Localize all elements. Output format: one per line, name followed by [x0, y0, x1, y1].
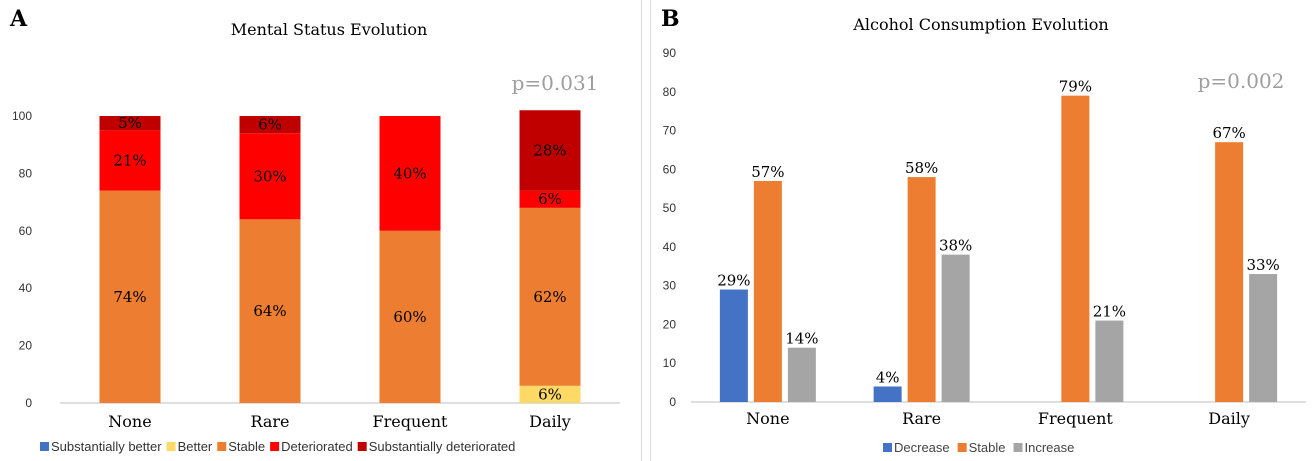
bar-segment [99, 190, 161, 403]
p-value-annotation: p=0.031 [512, 71, 599, 95]
data-label: 5% [118, 114, 142, 132]
panel-a-letter: A [10, 6, 28, 32]
legend-swatch [270, 442, 280, 451]
legend-label: Increase [1025, 440, 1075, 455]
x-category-label: Rare [902, 409, 941, 428]
legend-swatch [883, 443, 892, 452]
x-category-label: None [746, 409, 789, 428]
data-label: 58% [905, 159, 938, 177]
panel-b-letter: B [661, 6, 680, 32]
panel-b: B Alcohol Consumption Evolution p=0.002 0 1… [650, 0, 1312, 461]
data-label: 33% [1246, 256, 1279, 274]
y-tick-label: 100 [12, 109, 32, 123]
bar-segment [99, 116, 161, 131]
data-label: 6% [538, 190, 562, 208]
y-tick-label: 20 [19, 339, 33, 353]
x-category-label: Frequent [1038, 409, 1114, 428]
data-label: 21% [113, 151, 146, 169]
panel-a: A Mental Status Evolution p=0.031 0 20 40 60 8… [0, 0, 642, 461]
bar [873, 386, 902, 402]
y-tick-label: 60 [19, 224, 33, 238]
bar-segment [519, 110, 581, 191]
legend-label: Decrease [894, 440, 950, 455]
y-tick-label: 70 [663, 124, 677, 138]
data-label: 28% [533, 141, 566, 159]
y-tick-label: 0 [25, 396, 32, 410]
data-label: 4% [876, 368, 900, 386]
data-label: 29% [717, 272, 750, 290]
x-category-label: Frequent [373, 412, 449, 431]
data-label: 14% [785, 330, 818, 348]
data-label: 79% [1059, 78, 1092, 96]
y-tick-label: 50 [663, 201, 677, 215]
data-label: 60% [393, 308, 426, 326]
chart-title: Mental Status Evolution [231, 20, 428, 39]
legend-label: Substantially better [51, 439, 162, 454]
data-label: 6% [258, 116, 282, 134]
legend-swatch [166, 442, 176, 451]
bar-segment [519, 190, 581, 208]
bar [941, 254, 970, 402]
legend-label: Stable [228, 439, 265, 454]
alcohol-consumption-chart: Alcohol Consumption Evolution p=0.002 0 10 2… [663, 15, 1306, 455]
y-tick-label: 90 [663, 46, 677, 60]
bar [719, 289, 748, 402]
bar [1095, 320, 1124, 402]
bar-segment [99, 130, 161, 191]
bar [1249, 274, 1278, 402]
bar-segment [239, 116, 301, 134]
legend-swatch [40, 442, 49, 451]
chart-title: Alcohol Consumption Evolution [852, 15, 1108, 34]
bar-segment [519, 385, 581, 403]
data-label: 38% [939, 237, 972, 255]
data-label: 57% [751, 163, 784, 181]
y-tick-label: 60 [663, 162, 677, 176]
mental-status-chart: Mental Status Evolution p=0.031 0 20 40 60 80 1… [12, 20, 620, 454]
bar [907, 177, 936, 402]
y-tick-label: 80 [19, 166, 33, 180]
legend-label: Substantially deteriorated [369, 439, 516, 454]
y-tick-label: 0 [669, 395, 676, 409]
data-label: 30% [253, 167, 286, 185]
x-category-label: Daily [529, 412, 571, 431]
x-category-label: None [108, 412, 151, 431]
y-tick-label: 40 [663, 240, 677, 254]
legend-label: Deteriorated [281, 439, 353, 454]
data-label: 62% [533, 288, 566, 306]
data-label: 40% [393, 164, 426, 182]
data-label: 74% [113, 288, 146, 306]
x-category-label: Daily [1208, 409, 1250, 428]
x-category-label: Rare [250, 412, 289, 431]
legend-label: Better [178, 439, 213, 454]
legend-swatch [357, 442, 367, 451]
bar [1061, 95, 1090, 403]
data-label: 67% [1212, 124, 1245, 142]
legend-label: Stable [969, 440, 1006, 455]
bar [1215, 142, 1244, 402]
data-label: 6% [538, 385, 562, 403]
legend-swatch [217, 442, 227, 451]
y-tick-label: 20 [663, 317, 677, 331]
bar [787, 347, 816, 402]
y-tick-label: 10 [663, 356, 677, 370]
y-tick-label: 30 [663, 279, 677, 293]
bar-segment [519, 207, 581, 386]
y-tick-label: 80 [663, 85, 677, 99]
data-label: 64% [253, 302, 286, 320]
bar-segment [379, 230, 441, 403]
bar [753, 180, 782, 402]
bar-segment [239, 219, 301, 403]
data-label: 21% [1093, 303, 1126, 321]
legend-swatch [957, 443, 967, 452]
p-value-annotation: p=0.002 [1198, 69, 1285, 93]
legend-swatch [1013, 443, 1023, 452]
y-tick-label: 40 [19, 281, 33, 295]
bar-segment [239, 133, 301, 220]
bar-segment [379, 116, 441, 231]
